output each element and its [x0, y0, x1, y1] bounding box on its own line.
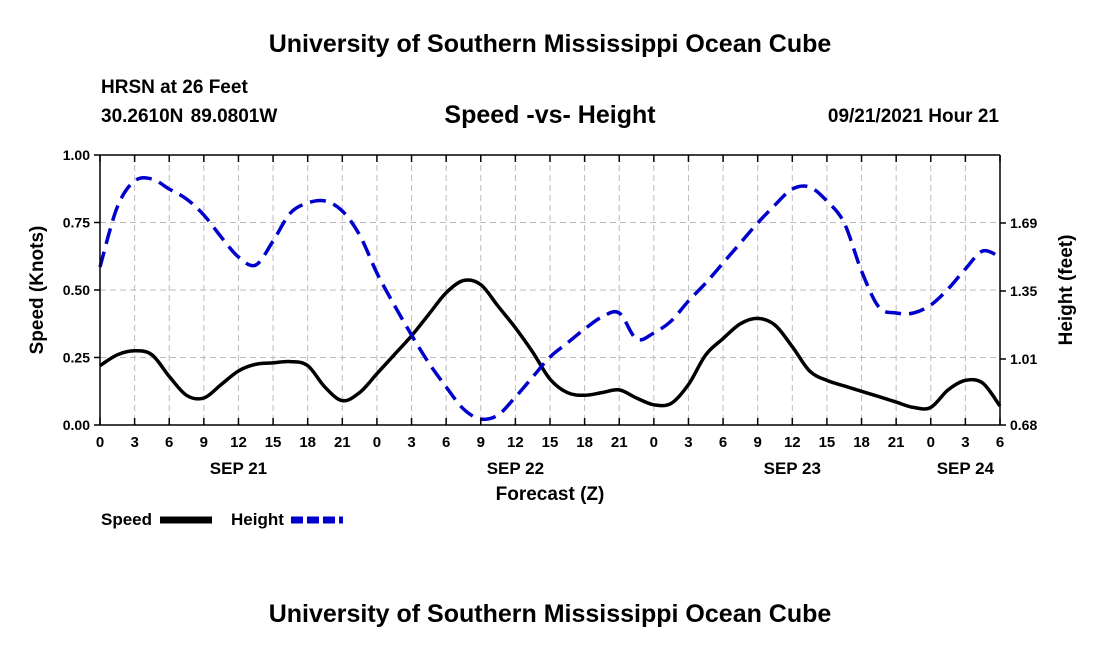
axis-labels: Forecast (Z) Speed (Knots) Height (feet)	[27, 226, 1077, 505]
station-label: HRSN at 26 Feet	[101, 77, 248, 98]
chart-subtitle: Speed -vs- Height	[444, 101, 656, 129]
x-tick-label: 6	[719, 434, 727, 451]
tick-marks: 0 3 6 9 12 15 18 21 0 3 6 9 12 15 18 21 0 3 6 9 12 15 18 21 0 3 6S…	[63, 147, 1038, 478]
day-label: SEP 24	[937, 459, 995, 478]
x-tick-label: 21	[611, 434, 628, 451]
footer-title: University of Southern Mississippi Ocean…	[268, 600, 832, 628]
day-label: SEP 22	[487, 459, 544, 478]
x-tick-label: 12	[507, 434, 524, 451]
x-tick-label: 18	[853, 434, 870, 451]
forecast-datetime: 09/21/2021 Hour 21	[827, 106, 999, 127]
day-label: SEP 21	[210, 459, 267, 478]
y-tick-label: 0.50	[63, 282, 90, 298]
x-tick-label: 3	[961, 434, 969, 451]
series-line-height	[98, 176, 1001, 422]
grid-lines	[100, 155, 1000, 425]
chart-title: University of Southern Mississippi Ocean…	[268, 30, 832, 58]
x-tick-label: 18	[299, 434, 316, 451]
y-tick-label: 1.00	[63, 147, 90, 163]
x-tick-label: 9	[754, 434, 762, 451]
x-tick-label: 0	[373, 434, 381, 451]
y2-tick-label: 1.69	[1010, 215, 1037, 231]
x-tick-label: 15	[542, 434, 559, 451]
x-tick-label: 3	[407, 434, 415, 451]
series-line-speed	[99, 278, 1002, 411]
x-tick-label: 12	[784, 434, 801, 451]
legend: Speed Height	[101, 510, 343, 529]
y-tick-label: 0.75	[63, 215, 90, 231]
x-tick-label: 3	[130, 434, 138, 451]
coordinates-label: 30.2610N 89.0801W	[101, 106, 278, 127]
y-tick-label: 0.00	[63, 417, 90, 433]
y-tick-label: 0.25	[63, 350, 90, 366]
x-tick-label: 15	[265, 434, 282, 451]
y2-axis-title: Height (feet)	[1056, 235, 1077, 346]
x-tick-label: 0	[927, 434, 935, 451]
y2-tick-label: 1.35	[1010, 283, 1037, 299]
x-tick-label: 9	[477, 434, 485, 451]
series-layer	[98, 176, 1002, 422]
x-tick-label: 6	[442, 434, 450, 451]
x-tick-label: 6	[165, 434, 173, 451]
legend-label-height: Height	[231, 510, 284, 529]
day-label: SEP 23	[764, 459, 821, 478]
x-tick-label: 21	[334, 434, 351, 451]
x-tick-label: 9	[200, 434, 208, 451]
x-tick-label: 6	[996, 434, 1004, 451]
x-tick-label: 3	[684, 434, 692, 451]
x-tick-label: 21	[888, 434, 905, 451]
legend-label-speed: Speed	[101, 510, 152, 529]
x-tick-label: 0	[650, 434, 658, 451]
x-tick-label: 15	[819, 434, 836, 451]
x-axis-title: Forecast (Z)	[496, 484, 605, 505]
x-tick-label: 18	[576, 434, 593, 451]
x-tick-label: 12	[230, 434, 247, 451]
y-axis-title: Speed (Knots)	[27, 226, 48, 355]
y2-tick-label: 1.01	[1010, 351, 1037, 367]
y2-tick-label: 0.68	[1010, 417, 1037, 433]
x-tick-label: 0	[96, 434, 104, 451]
